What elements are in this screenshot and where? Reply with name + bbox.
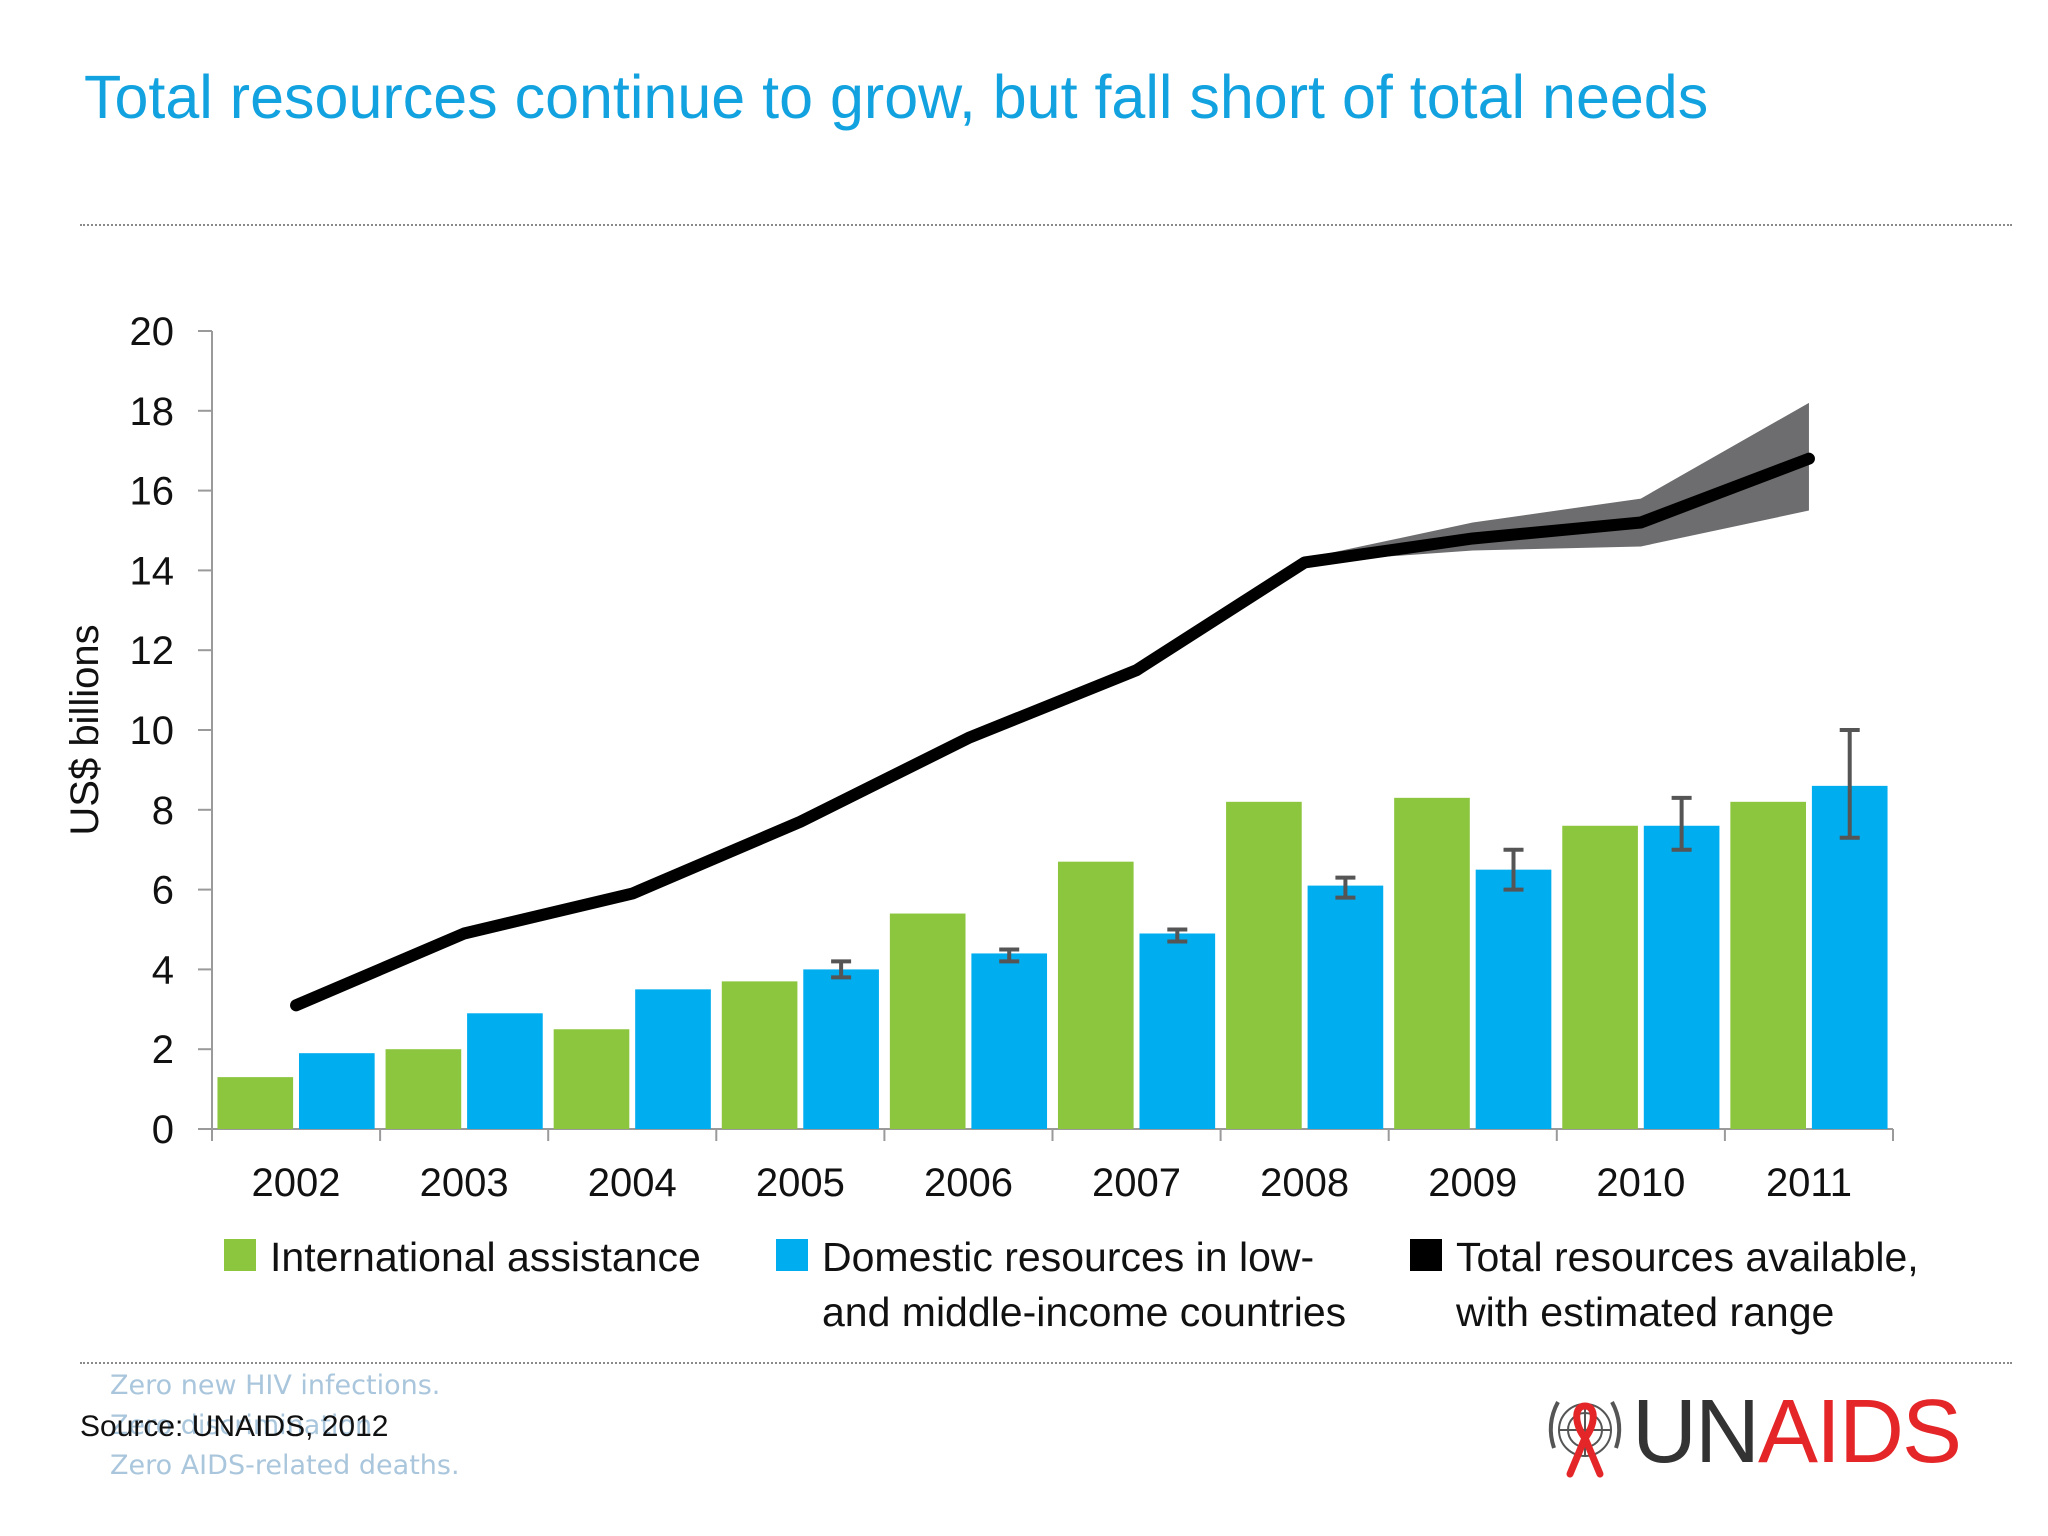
tagline-line-1: Zero new HIV infections. bbox=[110, 1370, 441, 1401]
unaids-logo: UNAIDS bbox=[1540, 1380, 1962, 1490]
logo-text-aids: AIDS bbox=[1758, 1382, 1962, 1482]
bar-international bbox=[1057, 861, 1134, 1129]
bar-domestic bbox=[298, 1053, 375, 1129]
legend-label-domestic: Domestic resources in low- and middle-in… bbox=[822, 1234, 1347, 1335]
bar-domestic bbox=[803, 969, 879, 1129]
y-tick-label: 2 bbox=[152, 1028, 174, 1072]
x-tick-label: 2005 bbox=[756, 1161, 845, 1205]
total-range-band bbox=[1304, 402, 1809, 563]
legend-swatch-international bbox=[224, 1239, 256, 1271]
x-tick-label: 2010 bbox=[1596, 1161, 1685, 1205]
chart-legend: International assistance Domestic resour… bbox=[0, 1230, 2048, 1350]
y-tick-label: 12 bbox=[130, 629, 175, 673]
bar-international bbox=[1562, 825, 1638, 1129]
bar-international bbox=[1226, 801, 1302, 1129]
bar-domestic bbox=[635, 989, 711, 1129]
y-tick-label: 4 bbox=[152, 948, 174, 992]
logo-wordmark: UNAIDS bbox=[1632, 1382, 1962, 1482]
x-tick-label: 2007 bbox=[1092, 1161, 1181, 1205]
x-tick-label: 2011 bbox=[1766, 1161, 1852, 1205]
bar-international bbox=[721, 981, 798, 1129]
bar-international bbox=[217, 1077, 294, 1129]
legend-swatch-total bbox=[1410, 1239, 1442, 1271]
legend-label-international: International assistance bbox=[270, 1234, 701, 1280]
legend-item-domestic: Domestic resources in low- and middle-in… bbox=[776, 1230, 1346, 1340]
source-note: Source: UNAIDS, 2012 bbox=[80, 1410, 389, 1443]
legend-item-total: Total resources available, with estimate… bbox=[1410, 1230, 1919, 1340]
bar-international bbox=[385, 1049, 462, 1129]
tagline: Zero new HIV infections. Zero discrimina… bbox=[110, 1366, 460, 1486]
bar-domestic bbox=[1307, 885, 1384, 1129]
y-tick-label: 20 bbox=[130, 310, 175, 354]
x-tick-label: 2009 bbox=[1428, 1161, 1517, 1205]
tagline-line-3: Zero AIDS-related deaths. bbox=[110, 1450, 460, 1481]
y-axis-label: US$ billions bbox=[63, 624, 107, 835]
y-tick-label: 18 bbox=[130, 390, 175, 434]
bar-international bbox=[1730, 801, 1807, 1129]
y-tick-label: 14 bbox=[130, 549, 175, 593]
legend-item-international: International assistance bbox=[224, 1230, 701, 1285]
tagline-line-2: Zero discrimination. bbox=[110, 1410, 381, 1441]
x-tick-label: 2008 bbox=[1260, 1161, 1349, 1205]
y-tick-label: 16 bbox=[130, 470, 175, 514]
x-tick-label: 2003 bbox=[420, 1161, 509, 1205]
legend-label-total: Total resources available, with estimate… bbox=[1456, 1234, 1919, 1335]
x-tick-label: 2002 bbox=[252, 1161, 341, 1205]
bar-domestic bbox=[467, 1013, 543, 1129]
un-emblem-icon bbox=[1548, 1401, 1622, 1478]
y-tick-label: 10 bbox=[130, 709, 175, 753]
y-tick-label: 8 bbox=[152, 789, 174, 833]
bar-domestic bbox=[1643, 825, 1720, 1129]
top-divider bbox=[80, 224, 2012, 226]
x-tick-label: 2006 bbox=[924, 1161, 1013, 1205]
x-tick-label: 2004 bbox=[588, 1161, 677, 1205]
bar-domestic bbox=[1475, 869, 1552, 1129]
y-tick-label: 6 bbox=[152, 869, 174, 913]
page-title: Total resources continue to grow, but fa… bbox=[84, 63, 1709, 131]
resources-chart: 0 2 4 6 8 10 12 14 16 18 20 US$ billions 2002 2003 200… bbox=[63, 310, 1894, 1205]
legend-swatch-domestic bbox=[776, 1239, 808, 1271]
bar-international bbox=[889, 913, 966, 1129]
bar-international bbox=[553, 1029, 630, 1129]
bar-domestic bbox=[1811, 785, 1888, 1129]
y-tick-label: 0 bbox=[152, 1108, 174, 1152]
bottom-divider bbox=[80, 1362, 2012, 1364]
bar-domestic bbox=[971, 953, 1048, 1129]
bar-international bbox=[1394, 797, 1470, 1129]
logo-text-un: UN bbox=[1632, 1382, 1760, 1482]
bar-domestic bbox=[1139, 933, 1216, 1129]
total-resources-line bbox=[290, 452, 1815, 1012]
